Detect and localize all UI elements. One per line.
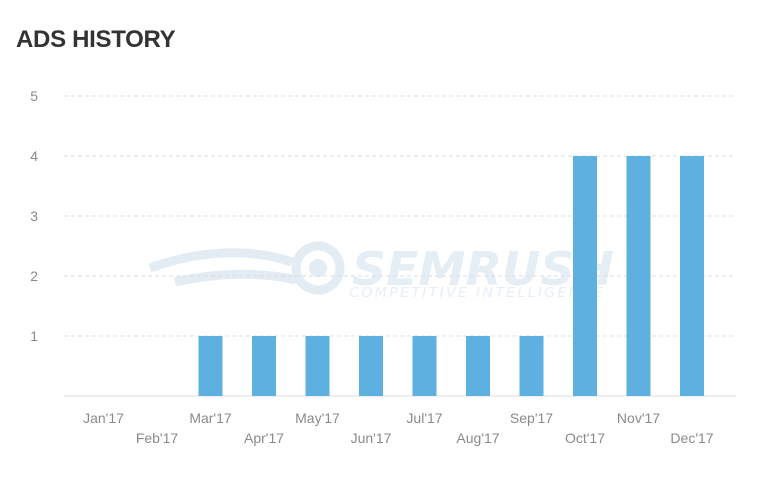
gridlines — [64, 95, 736, 397]
bar[interactable] — [305, 336, 330, 396]
bar[interactable] — [626, 156, 651, 396]
x-axis: Jan'17 Feb'17 Mar'17 Apr'17 May'17 Jun'17 Jul'… — [83, 410, 714, 446]
watermark-brand: SEMRUSH — [352, 242, 614, 296]
semrush-logo-icon — [148, 241, 345, 295]
bar[interactable] — [252, 336, 276, 396]
y-tick-label: 2 — [30, 268, 38, 284]
bar[interactable] — [466, 336, 490, 396]
x-tick-label: Jan'17 — [83, 410, 124, 426]
semrush-watermark: SEMRUSH COMPETITIVE INTELLIGENCE — [148, 241, 614, 301]
x-tick-label: Feb'17 — [136, 430, 179, 446]
y-axis: 1 2 3 4 5 — [30, 88, 38, 344]
x-tick-label: Sep'17 — [510, 410, 553, 426]
x-tick-label: Jul'17 — [406, 410, 442, 426]
x-tick-label: Apr'17 — [244, 430, 284, 446]
bar[interactable] — [573, 156, 597, 396]
x-tick-label: May'17 — [295, 410, 340, 426]
x-tick-label: Oct'17 — [565, 430, 605, 446]
bar[interactable] — [198, 336, 223, 396]
watermark-tagline: COMPETITIVE INTELLIGENCE — [349, 286, 605, 301]
bar[interactable] — [519, 336, 544, 396]
y-tick-label: 4 — [30, 148, 38, 164]
bar[interactable] — [680, 156, 704, 396]
y-tick-label: 5 — [30, 88, 38, 104]
bar[interactable] — [359, 336, 383, 396]
bar[interactable] — [412, 336, 437, 396]
y-tick-label: 1 — [30, 328, 38, 344]
x-tick-label: Aug'17 — [456, 430, 499, 446]
y-tick-label: 3 — [30, 208, 38, 224]
x-tick-label: Nov'17 — [617, 410, 660, 426]
x-tick-label: Mar'17 — [189, 410, 232, 426]
chart-title: ADS HISTORY — [16, 26, 176, 53]
x-tick-label: Jun'17 — [351, 430, 392, 446]
bars — [198, 156, 704, 396]
x-tick-label: Dec'17 — [670, 430, 713, 446]
